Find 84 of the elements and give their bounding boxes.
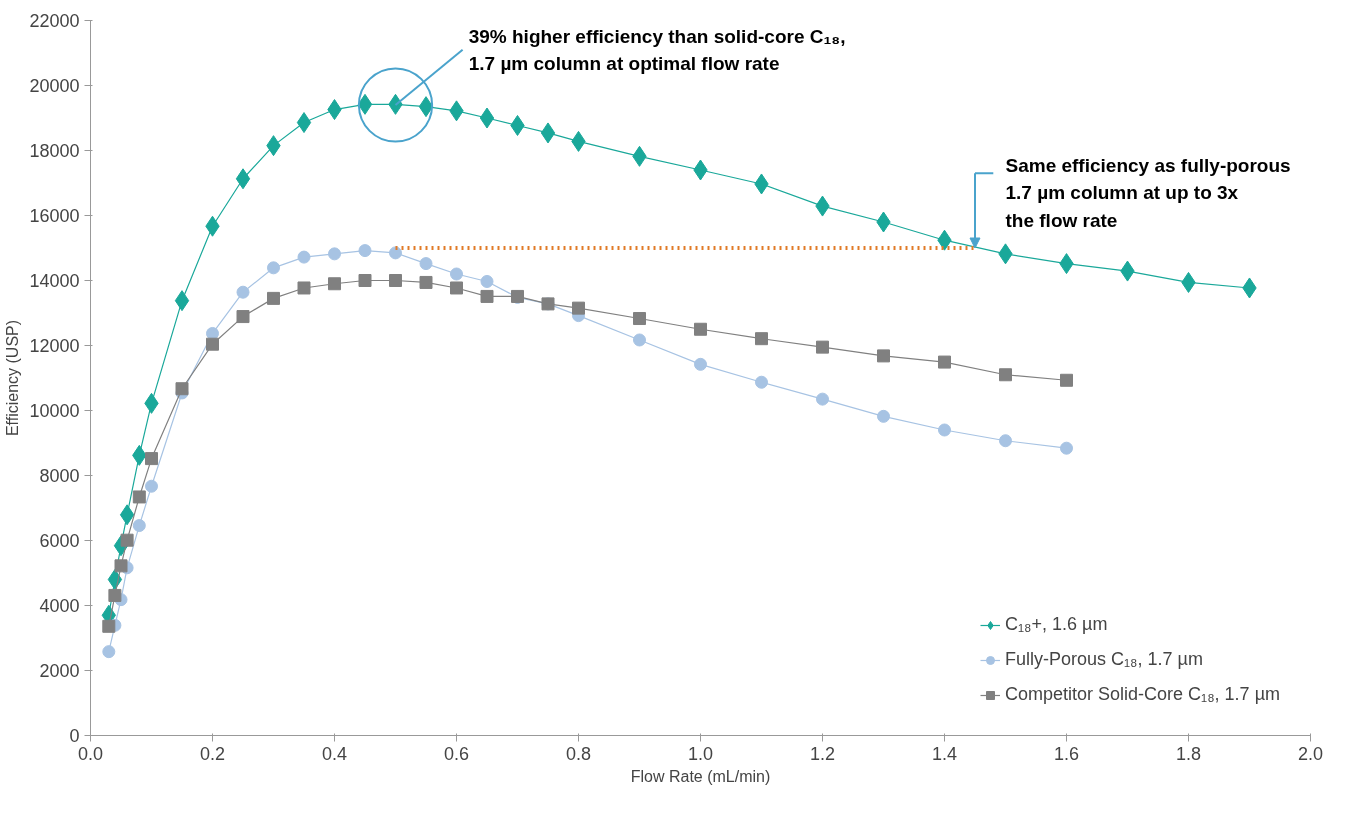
point (694, 322, 707, 336)
y-tick-label: 18000 (29, 141, 80, 161)
point (358, 244, 372, 258)
x-tick-label: 0.4 (321, 743, 348, 764)
point (389, 274, 402, 287)
point (816, 340, 829, 354)
point (357, 93, 373, 115)
x-tick-label: 0.8 (565, 743, 592, 764)
point (132, 519, 146, 533)
point (174, 290, 190, 312)
point (877, 409, 890, 423)
y-tick-label: 14000 (29, 271, 80, 291)
point (235, 168, 251, 190)
point (633, 333, 646, 347)
point (102, 619, 116, 633)
point (296, 112, 312, 134)
annotation: 39% higher efficiency than solid-core C₁₈, 1.7 µm column at optimal flow rate (468, 25, 846, 74)
point (755, 375, 768, 389)
y-tick-label: 16000 (29, 206, 80, 226)
point (108, 588, 122, 602)
point (102, 645, 116, 659)
point (450, 267, 463, 281)
x-tick-label: 1.4 (931, 743, 958, 764)
point (328, 277, 341, 291)
point (999, 368, 1012, 382)
x-tick-label: 1.2 (809, 743, 836, 764)
point (236, 285, 250, 299)
annotation: Same efficiency as fully-porous 1.7 µm column at up to 3x the flow rate (1005, 154, 1291, 231)
point (297, 281, 311, 295)
y-tick-label: 12000 (29, 336, 80, 356)
point (236, 310, 250, 324)
point (418, 96, 434, 118)
point (540, 122, 556, 144)
x-axis-title: Flow Rate (mL/min) (630, 767, 771, 785)
point (480, 274, 494, 288)
point (877, 349, 890, 363)
y-tick-label: 20000 (29, 76, 80, 96)
point (938, 423, 951, 437)
y-tick-label: 4000 (39, 596, 80, 616)
x-tick-label: 0.6 (443, 743, 470, 764)
point (1060, 373, 1073, 387)
x-tick-label: 0.0 (77, 743, 104, 764)
point (938, 355, 951, 369)
point (755, 332, 768, 346)
point (267, 291, 280, 305)
point (145, 479, 158, 493)
point (450, 281, 463, 295)
x-tick-label: 1.8 (1175, 743, 1202, 764)
point (358, 274, 372, 287)
x-tick-label: 2.0 (1297, 743, 1324, 764)
point (480, 289, 494, 303)
point (633, 312, 646, 326)
legend-label: Competitor Solid-Core C₁₈, 1.7 µm (1005, 684, 1280, 705)
point (206, 337, 219, 351)
point (206, 326, 219, 340)
x-tick-label: 0.2 (199, 743, 226, 764)
y-tick-label: 6000 (39, 531, 80, 551)
point (1060, 441, 1073, 455)
y-tick-label: 0 (69, 726, 80, 746)
x-tick-label: 1.6 (1053, 743, 1080, 764)
point (419, 275, 433, 289)
point (119, 504, 135, 526)
y-tick-label: 10000 (29, 401, 80, 421)
point (572, 301, 585, 315)
point (267, 261, 280, 275)
point (999, 434, 1012, 448)
y-tick-label: 2000 (39, 661, 80, 681)
point (816, 392, 829, 406)
point (175, 382, 189, 396)
legend-label: Fully-Porous C₁₈, 1.7 µm (1005, 649, 1203, 670)
point (297, 250, 311, 264)
point (145, 452, 158, 466)
y-axis-title: Efficiency (USP) (4, 319, 22, 437)
point (479, 107, 495, 129)
x-tick-label: 1.0 (687, 743, 714, 764)
y-tick-label: 8000 (39, 466, 80, 486)
point (694, 357, 707, 371)
point (328, 247, 341, 261)
point (389, 246, 402, 260)
point (132, 490, 146, 504)
point (419, 257, 433, 271)
point (114, 559, 128, 573)
y-tick-label: 22000 (29, 11, 80, 31)
legend-label: C₁₈+, 1.6 µm (1005, 614, 1108, 635)
